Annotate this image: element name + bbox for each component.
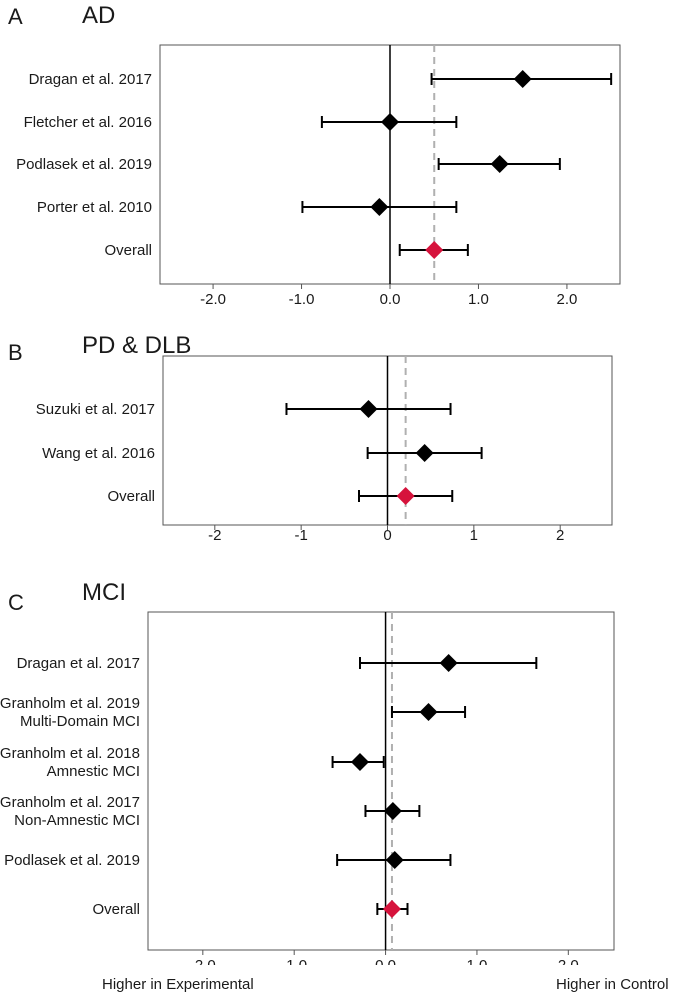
study-sublabel: Multi-Domain MCI — [20, 713, 140, 730]
overall-diamond-marker — [382, 900, 401, 918]
x-tick-label: 0.0 — [375, 957, 396, 965]
study-label: Overall — [104, 242, 152, 259]
footer-left-label: Higher in Experimental — [102, 976, 254, 993]
forest-plot-pd-dlb: -2 -1 0 1 2 Suzuki et al. 2017 Wang et al. 201… — [36, 355, 613, 544]
study-diamond-marker — [419, 703, 438, 721]
study-label: Porter et al. 2010 — [37, 199, 152, 216]
x-tick-label: -1.0 — [289, 291, 315, 308]
x-tick-label: -2 — [208, 527, 221, 544]
x-tick-label: 2.0 — [558, 957, 579, 965]
x-tick-label: 2.0 — [556, 291, 577, 308]
study-diamond-marker — [381, 113, 399, 131]
study-label: Granholm et al. 2017 — [0, 794, 140, 811]
study-diamond-marker — [490, 155, 509, 173]
study-sublabel: Non-Amnestic MCI — [14, 812, 140, 829]
forest-plot-mci: -2.0 -1.0 0.0 1.0 2.0 Dragan et al. 2017 Granh… — [0, 611, 615, 965]
overall-diamond-marker — [425, 241, 444, 259]
study-diamond-marker — [350, 753, 369, 771]
x-tick-label: -1 — [294, 527, 307, 544]
x-tick-label: 1 — [470, 527, 478, 544]
study-label: Podlasek et al. 2019 — [16, 156, 152, 173]
x-tick-label: 2 — [556, 527, 564, 544]
x-tick-label: 1.0 — [467, 957, 488, 965]
panel-title-c: MCI — [82, 579, 126, 606]
study-diamond-marker — [359, 400, 378, 418]
plot-frame — [147, 611, 615, 951]
study-label: Podlasek et al. 2019 — [4, 852, 140, 869]
study-label: Dragan et al. 2017 — [29, 71, 152, 88]
study-label: Suzuki et al. 2017 — [36, 401, 155, 418]
study-label: Fletcher et al. 2016 — [24, 114, 152, 131]
study-label: Overall — [92, 901, 140, 918]
study-diamond-marker — [513, 70, 532, 88]
overall-diamond-marker — [396, 487, 415, 505]
panel-letter-a: A — [8, 4, 23, 29]
study-diamond-marker — [370, 198, 389, 216]
panel-letter-b: B — [8, 340, 23, 365]
study-label: Granholm et al. 2018 — [0, 745, 140, 762]
study-label: Dragan et al. 2017 — [17, 655, 140, 672]
study-diamond-marker — [385, 851, 404, 869]
x-tick-label: 0 — [383, 527, 391, 544]
footer-right-label: Higher in Control — [556, 976, 669, 993]
panel-title-a: AD — [82, 2, 116, 29]
study-label: Wang et al. 2016 — [42, 445, 155, 462]
study-diamond-marker — [383, 802, 402, 820]
x-tick-label: 0.0 — [380, 291, 401, 308]
x-tick-label: -2.0 — [200, 291, 226, 308]
study-sublabel: Amnestic MCI — [47, 763, 140, 780]
study-label: Granholm et al. 2019 — [0, 695, 140, 712]
x-tick-label: -1.0 — [281, 957, 307, 965]
panel-title-b: PD & DLB — [82, 332, 192, 359]
x-tick-label: -2.0 — [190, 957, 216, 965]
forest-plot-ad: -2.0 -1.0 0.0 1.0 2.0 Dragan et al. 2017 Fletc… — [16, 44, 621, 308]
panel-letter-c: C — [8, 590, 24, 615]
study-label: Overall — [107, 488, 155, 505]
study-diamond-marker — [415, 444, 434, 462]
study-diamond-marker — [439, 654, 458, 672]
x-tick-label: 1.0 — [468, 291, 489, 308]
